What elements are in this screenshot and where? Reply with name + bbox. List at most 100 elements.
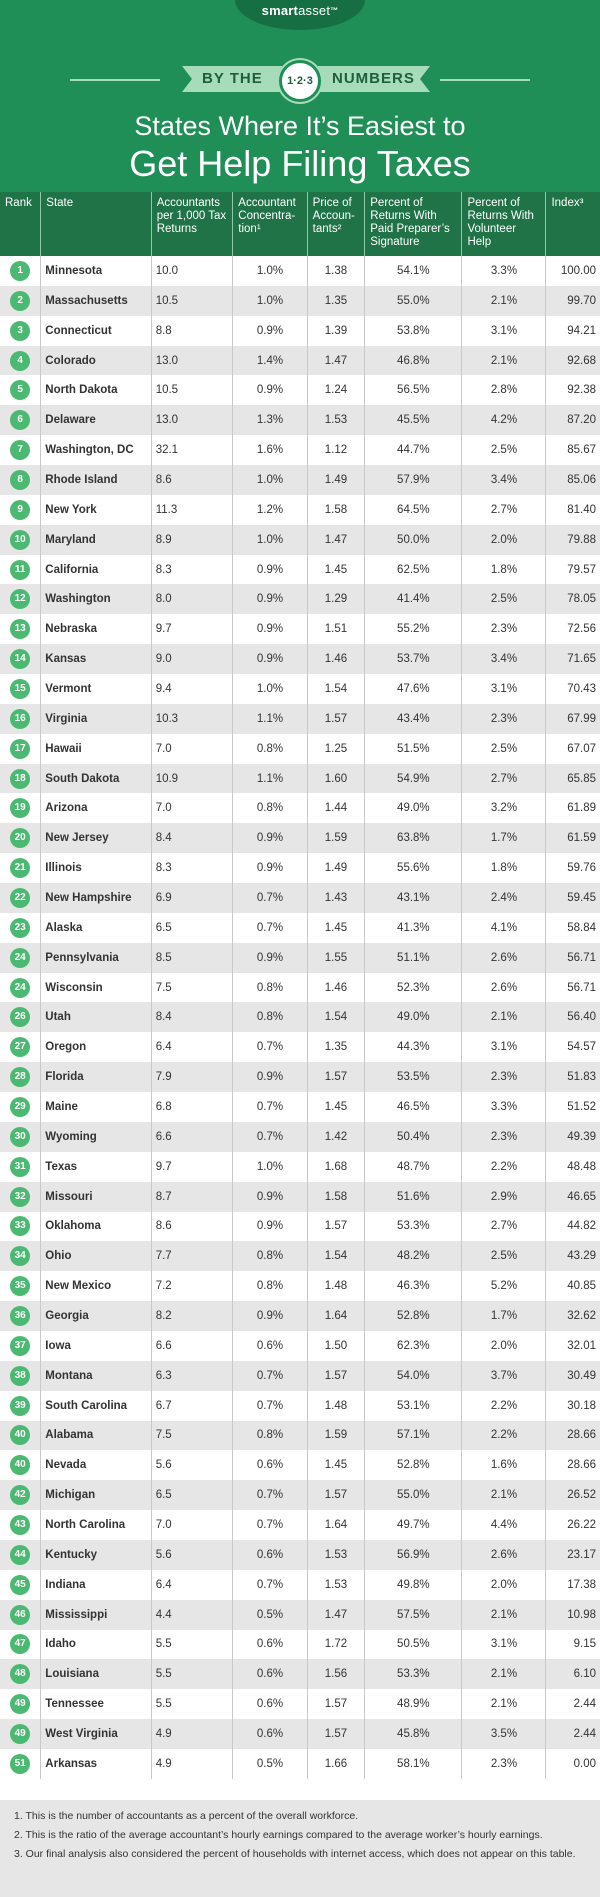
index-cell: 99.70 [545,285,600,316]
price-cell: 1.57 [307,1689,366,1720]
rank-badge: 17 [10,738,31,759]
concentration-cell: 0.9% [232,1301,308,1331]
index-cell: 59.45 [545,883,600,913]
price-cell: 1.43 [307,883,366,913]
rank-badge: 7 [10,440,31,461]
rank-cell: 1 [0,256,42,286]
accountants-cell: 7.5 [151,1420,234,1451]
price-cell: 1.55 [307,942,366,973]
footnote-1: 1. This is the number of accountants as … [14,1810,359,1822]
concentration-cell: 1.3% [232,405,308,436]
index-cell: 23.17 [545,1539,600,1570]
rank-cell: 42 [0,1480,42,1511]
paid-preparer-cell: 55.6% [364,853,463,884]
price-cell: 1.53 [307,405,366,436]
accountants-cell: 7.5 [151,972,234,1003]
price-cell: 1.35 [307,285,366,316]
price-cell: 1.45 [307,554,366,585]
paid-preparer-cell: 57.1% [364,1420,463,1451]
rank-badge: 47 [10,1634,31,1655]
volunteer-help-cell: 3.3% [461,256,547,286]
rank-cell: 12 [0,584,42,615]
accountants-cell: 8.6 [151,465,234,495]
index-cell: 32.62 [545,1301,600,1331]
index-cell: 6.10 [545,1659,600,1690]
concentration-cell: 1.1% [232,703,308,734]
state-cell: Rhode Island [40,465,152,495]
paid-preparer-cell: 41.3% [364,912,463,943]
volunteer-help-cell: 1.8% [461,853,547,884]
index-cell: 28.66 [545,1420,600,1451]
index-cell: 85.67 [545,435,600,466]
paid-preparer-cell: 53.8% [364,315,463,346]
price-cell: 1.53 [307,1569,366,1600]
index-cell: 79.88 [545,524,600,555]
ribbon-by-the: BY THE [182,66,282,92]
accountants-cell: 5.5 [151,1629,234,1660]
table-row: 10 Maryland 8.9 1.0% 1.47 50.0% 2.0% 79.88 [0,524,600,555]
header-state: State [40,192,152,256]
index-cell: 48.48 [545,1151,600,1182]
footnote-3: 3. Our final analysis also considered th… [14,1848,576,1860]
rank-cell: 49 [0,1719,42,1749]
concentration-cell: 0.6% [232,1689,308,1720]
rank-badge: 19 [10,798,31,819]
table-row: 47 Idaho 5.5 0.6% 1.72 50.5% 3.1% 9.15 [0,1629,600,1660]
paid-preparer-cell: 45.5% [364,405,463,436]
accountants-cell: 10.5 [151,285,234,316]
volunteer-help-cell: 2.3% [461,1062,547,1093]
rank-badge: 45 [10,1574,31,1595]
header-rank: Rank [0,192,42,256]
state-cell: South Carolina [40,1390,152,1421]
state-cell: Michigan [40,1480,152,1511]
index-cell: 87.20 [545,405,600,436]
accountants-cell: 10.5 [151,375,234,406]
smartasset-logo[interactable]: smartasset™ [235,0,365,30]
volunteer-help-cell: 5.2% [461,1271,547,1302]
rank-badge: 12 [10,589,31,610]
volunteer-help-cell: 2.7% [461,494,547,525]
rank-badge: 29 [10,1096,31,1117]
price-cell: 1.54 [307,1241,366,1272]
index-cell: 59.76 [545,853,600,884]
rank-badge: 14 [10,649,31,670]
concentration-cell: 0.7% [232,912,308,943]
state-cell: Maine [40,1092,152,1122]
logo-rest: asset [298,3,331,18]
volunteer-help-cell: 2.0% [461,1569,547,1600]
rank-cell: 34 [0,1241,42,1272]
table-row: 5 North Dakota 10.5 0.9% 1.24 56.5% 2.8% 92.38 [0,375,600,406]
table-row: 19 Arizona 7.0 0.8% 1.44 49.0% 3.2% 61.89 [0,793,600,824]
volunteer-help-cell: 3.3% [461,1092,547,1122]
state-cell: Indiana [40,1569,152,1600]
state-cell: Oklahoma [40,1211,152,1242]
accountants-cell: 8.9 [151,524,234,555]
rank-badge: 48 [10,1664,31,1685]
rank-badge: 35 [10,1276,31,1297]
table-row: 13 Nebraska 9.7 0.9% 1.51 55.2% 2.3% 72.56 [0,614,600,645]
volunteer-help-cell: 3.4% [461,644,547,675]
paid-preparer-cell: 49.7% [364,1510,463,1540]
numbers-badge: 1·2·3 [279,60,321,102]
header-concentration: Accountant Concentra-tion¹ [232,192,308,256]
state-cell: Alabama [40,1420,152,1451]
concentration-cell: 0.6% [232,1450,308,1481]
price-cell: 1.53 [307,1539,366,1570]
volunteer-help-cell: 2.3% [461,614,547,645]
rank-badge: 8 [10,469,31,490]
accountants-cell: 11.3 [151,494,234,525]
table-row: 23 Alaska 6.5 0.7% 1.45 41.3% 4.1% 58.84 [0,912,600,943]
page-title-line2: Get Help Filing Taxes [129,143,471,184]
concentration-cell: 0.9% [232,315,308,346]
paid-preparer-cell: 49.8% [364,1569,463,1600]
price-cell: 1.46 [307,644,366,675]
table-row: 42 Michigan 6.5 0.7% 1.57 55.0% 2.1% 26.52 [0,1480,600,1511]
price-cell: 1.44 [307,793,366,824]
rank-badge: 15 [10,678,31,699]
state-cell: Minnesota [40,256,152,286]
rankings-table: Rank State Accountants per 1,000 Tax Ret… [0,192,600,1779]
accountants-cell: 9.7 [151,1151,234,1182]
accountants-cell: 8.7 [151,1181,234,1212]
table-row: 49 Tennessee 5.5 0.6% 1.57 48.9% 2.1% 2.44 [0,1689,600,1720]
rank-badge: 5 [10,380,31,401]
